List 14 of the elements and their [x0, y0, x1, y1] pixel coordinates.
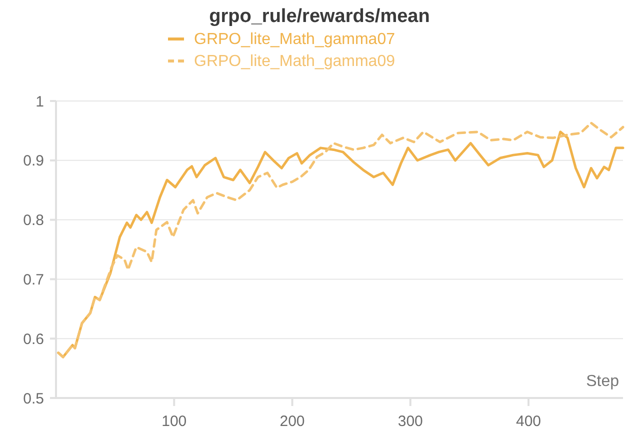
x-tick-label: 400: [516, 413, 542, 430]
y-tick-label: 1: [36, 93, 44, 110]
y-tick-label: 0.7: [23, 271, 44, 288]
x-tick-label: 100: [162, 413, 187, 430]
chart-title: grpo_rule/rewards/mean: [209, 6, 430, 27]
y-tick-label: 0.6: [23, 330, 44, 348]
y-tick-label: 0.8: [23, 212, 44, 230]
x-tick-label: 300: [398, 413, 423, 430]
x-axis-title: Step: [586, 373, 620, 390]
y-tick-label: 0.5: [23, 390, 44, 408]
legend-label: GRPO_lite_Math_gamma07: [194, 31, 396, 48]
y-tick-label: 0.9: [23, 152, 44, 170]
legend-label: GRPO_lite_Math_gamma09: [194, 53, 396, 70]
x-tick-label: 200: [280, 413, 305, 430]
